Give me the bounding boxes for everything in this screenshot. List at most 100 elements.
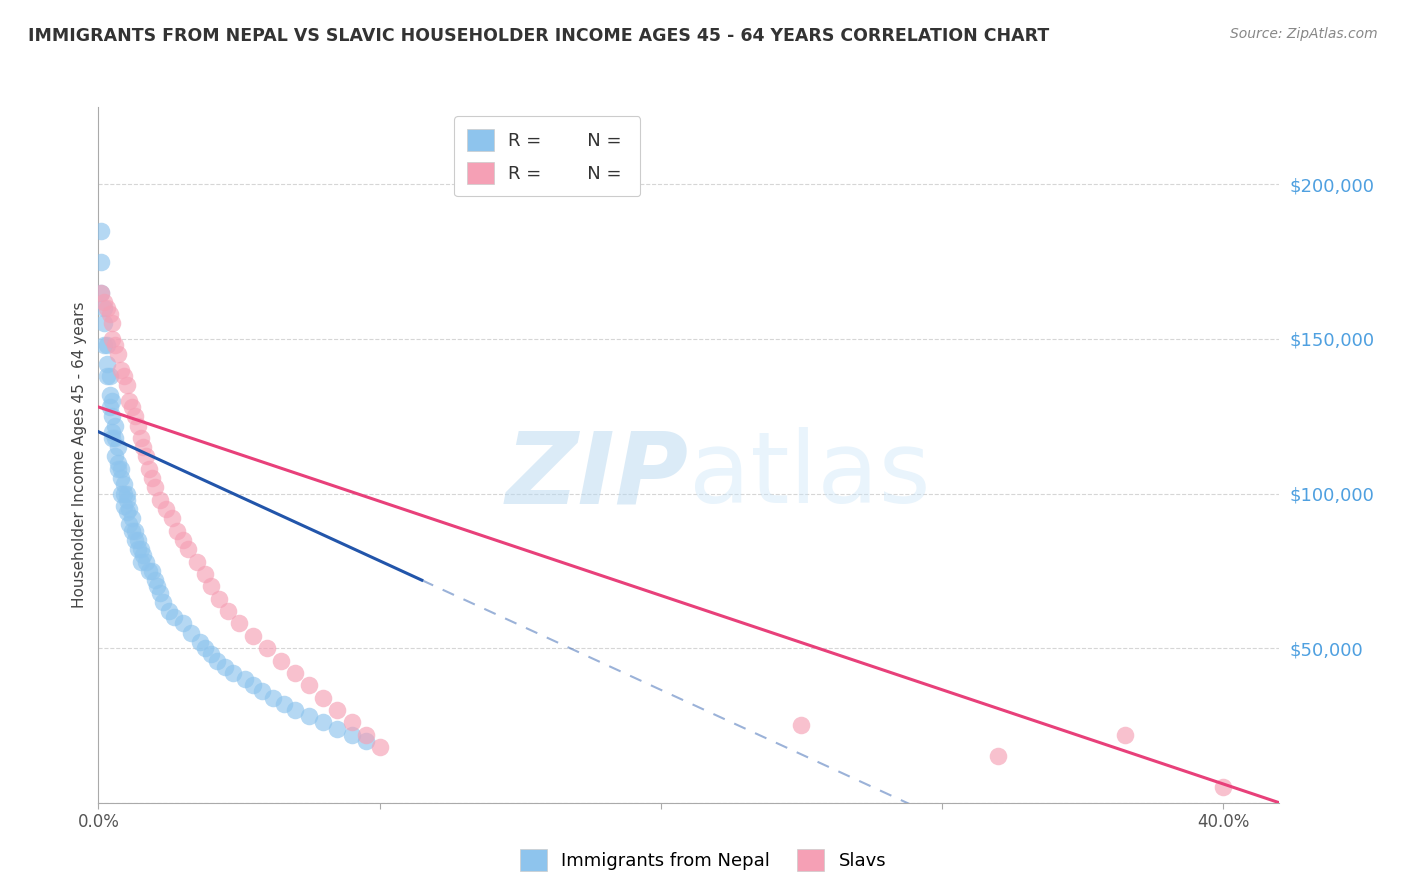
Point <box>155 502 177 516</box>
Point <box>340 728 363 742</box>
Point <box>101 393 124 408</box>
Point <box>124 409 146 424</box>
Point <box>121 400 143 414</box>
Point <box>101 425 124 439</box>
Point <box>101 332 124 346</box>
Point <box>262 690 284 705</box>
Point <box>340 715 363 730</box>
Point <box>326 703 349 717</box>
Point <box>98 369 121 384</box>
Point <box>115 378 138 392</box>
Point <box>101 317 124 331</box>
Point <box>284 703 307 717</box>
Point <box>298 678 321 692</box>
Point <box>107 347 129 361</box>
Point <box>242 629 264 643</box>
Point <box>96 301 118 315</box>
Point <box>93 317 115 331</box>
Point <box>1212 780 1234 795</box>
Point <box>110 486 132 500</box>
Point <box>194 566 217 581</box>
Point <box>143 480 166 494</box>
Point <box>228 616 250 631</box>
Point <box>200 648 222 662</box>
Point <box>129 431 152 445</box>
Point <box>112 499 135 513</box>
Point <box>242 678 264 692</box>
Point <box>98 307 121 321</box>
Point <box>217 604 239 618</box>
Point <box>166 524 188 538</box>
Point <box>118 502 141 516</box>
Point <box>186 555 208 569</box>
Point <box>104 418 127 433</box>
Point <box>104 431 127 445</box>
Point <box>110 471 132 485</box>
Point <box>101 409 124 424</box>
Point <box>163 610 186 624</box>
Point <box>180 625 202 640</box>
Y-axis label: Householder Income Ages 45 - 64 years: Householder Income Ages 45 - 64 years <box>72 301 87 608</box>
Point <box>298 709 321 723</box>
Point <box>96 369 118 384</box>
Point <box>127 418 149 433</box>
Point <box>208 591 231 606</box>
Point <box>790 718 813 732</box>
Point <box>160 511 183 525</box>
Point <box>124 524 146 538</box>
Point <box>96 357 118 371</box>
Point <box>90 285 112 300</box>
Point <box>138 462 160 476</box>
Point <box>107 456 129 470</box>
Point <box>127 542 149 557</box>
Point <box>354 734 377 748</box>
Point <box>172 533 194 547</box>
Point <box>987 749 1010 764</box>
Legend: R =        N = , R =        N = : R = N = , R = N = <box>454 116 640 196</box>
Point <box>101 431 124 445</box>
Point <box>270 654 292 668</box>
Point <box>93 294 115 309</box>
Text: IMMIGRANTS FROM NEPAL VS SLAVIC HOUSEHOLDER INCOME AGES 45 - 64 YEARS CORRELATIO: IMMIGRANTS FROM NEPAL VS SLAVIC HOUSEHOL… <box>28 27 1049 45</box>
Point <box>222 665 245 680</box>
Point <box>172 616 194 631</box>
Point <box>135 555 157 569</box>
Point <box>141 471 163 485</box>
Point <box>214 659 236 673</box>
Point <box>90 224 112 238</box>
Point <box>115 486 138 500</box>
Point <box>141 564 163 578</box>
Point <box>98 387 121 401</box>
Point <box>129 555 152 569</box>
Text: atlas: atlas <box>689 427 931 524</box>
Point <box>96 338 118 352</box>
Point <box>326 722 349 736</box>
Point <box>90 285 112 300</box>
Point <box>127 533 149 547</box>
Point <box>149 585 172 599</box>
Point <box>107 440 129 454</box>
Point <box>112 369 135 384</box>
Point <box>93 338 115 352</box>
Point <box>115 505 138 519</box>
Point <box>98 400 121 414</box>
Point <box>132 440 155 454</box>
Point <box>194 641 217 656</box>
Point <box>256 641 278 656</box>
Point <box>90 254 112 268</box>
Point <box>312 715 335 730</box>
Point <box>188 635 211 649</box>
Point <box>138 564 160 578</box>
Point <box>121 524 143 538</box>
Point <box>104 450 127 464</box>
Point <box>115 492 138 507</box>
Point <box>93 301 115 315</box>
Point <box>368 740 391 755</box>
Point <box>312 690 335 705</box>
Point <box>152 595 174 609</box>
Point <box>124 533 146 547</box>
Point <box>1114 728 1136 742</box>
Point <box>273 697 295 711</box>
Point <box>149 492 172 507</box>
Point <box>104 338 127 352</box>
